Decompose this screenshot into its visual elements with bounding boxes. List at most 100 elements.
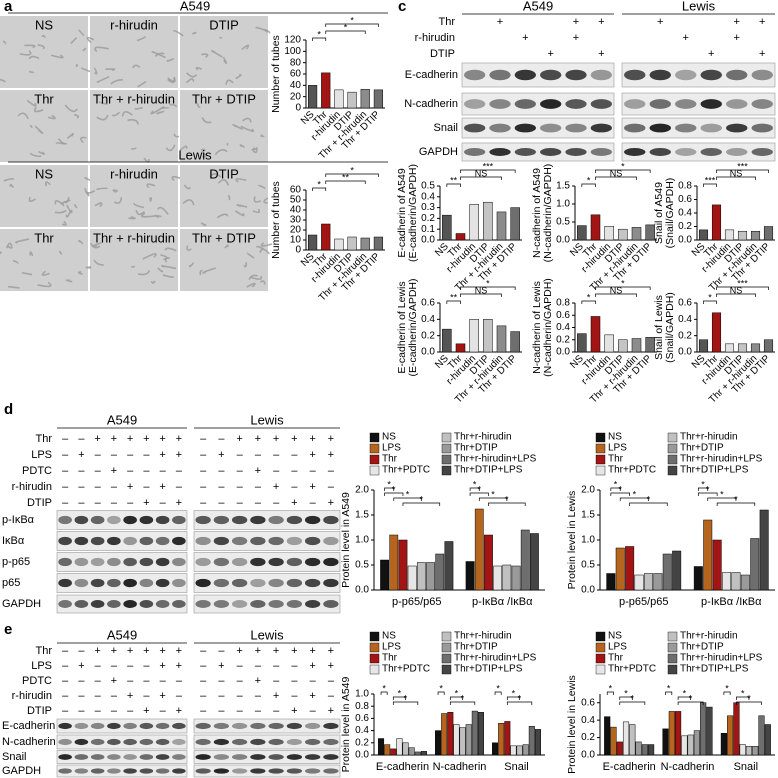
cell-texture [86,36,95,43]
y-tick-label: 0.6 [678,194,692,205]
significance-bracket [703,183,717,187]
significance-label: * [747,693,751,703]
significance-bracket [446,300,461,304]
condition-sign: – [218,705,225,717]
cell-texture [8,285,20,289]
blot-band [172,768,186,774]
condition-sign: + [127,433,133,445]
y-tick-label: 0.2 [581,732,595,743]
bar [307,234,318,251]
y-tick-label: 80 [290,57,302,68]
blot-band [565,123,587,133]
blot-band [155,722,170,730]
legend-swatch [441,432,452,443]
bar [763,226,774,241]
significance-bracket [595,286,651,290]
bar [693,730,700,756]
blot-band [58,754,72,760]
cell-texture [246,282,256,288]
blot-band [268,515,284,525]
condition-sign: – [78,675,85,687]
y-tick-label: 0.2 [678,330,692,341]
cell-texture [94,46,109,53]
bar [616,741,623,756]
y-tick-label: 0.0 [556,347,570,358]
condition-sign: – [62,645,69,657]
bar [444,541,454,591]
cell-texture [17,112,29,120]
y-axis-label: (Snail/GAPDH) [664,178,676,249]
blot-band [286,578,303,588]
cell-texture [7,245,13,249]
blot-band [172,738,186,746]
y-axis-label: Snail of A549 [653,182,665,244]
blot-band [107,557,121,567]
blot-band [323,768,339,774]
blot-band [123,600,137,608]
condition-sign: + [497,16,503,28]
blot-band [304,515,321,525]
y-tick-label: 0 [295,245,301,256]
blot-band [90,768,105,774]
cell-texture [182,199,195,206]
significance-label: ** [450,175,458,185]
legend-label: Thr [608,454,624,465]
blot-band [464,123,486,133]
cell-texture [137,270,151,276]
blot-band [726,123,748,133]
y-tick-label: 40 [290,80,302,91]
blot-band [514,69,536,81]
condition-sign: – [62,465,69,477]
blot-band [700,123,722,133]
x-tick-label: E-cadherin [376,761,429,773]
condition-sign: + [328,660,334,672]
condition-sign: – [176,465,183,477]
condition-sign: – [200,497,207,509]
y-axis-label: (E-cadherin/GAPDH) [407,278,419,376]
micrograph [90,165,178,227]
blot-band [304,600,321,608]
blot-band [172,754,186,760]
condition-sign: + [328,497,334,509]
significance-bracket [392,701,419,705]
cell-line-header: A549 [107,412,137,427]
condition-sign: + [159,433,165,445]
condition-sign: + [111,433,117,445]
significance-bracket [460,176,502,180]
condition-sign: + [328,449,334,461]
significance-label: NS [475,285,488,295]
y-tick-label: 0.2 [421,213,435,224]
legend-swatch [441,454,452,465]
micrograph [180,165,268,227]
cell-line-header: A549 [107,627,137,642]
y-tick-label: 60 [290,69,302,80]
cell-texture [224,244,229,249]
condition-sign: – [237,465,244,477]
y-tick-label: 0.5 [556,217,570,228]
condition-sign: – [255,481,262,493]
bar [764,724,771,756]
x-tick-label: Snail [734,761,758,773]
cell-texture [54,200,65,207]
significance-label: * [647,494,651,504]
condition-sign: – [310,705,317,717]
condition-sign: + [143,705,149,717]
significance-bracket [393,497,422,501]
y-axis-label: Number of tubes [270,181,282,259]
condition-sign: – [95,705,102,717]
significance-bracket [478,497,508,501]
significance-label: * [683,688,687,698]
bar [590,214,601,241]
significance-bracket [469,492,489,496]
y-axis-label: Protein level in Lewis [566,675,578,774]
significance-bracket [325,173,379,177]
condition-sign: + [255,675,261,687]
blot-band [58,515,72,525]
y-tick-label: 1.5 [355,510,369,521]
bar [625,546,635,591]
significance-label: * [350,15,354,25]
cell-texture [240,125,255,132]
micrograph-label: DTIP [209,17,239,32]
cell-texture [256,245,264,250]
condition-sign: – [237,705,244,717]
